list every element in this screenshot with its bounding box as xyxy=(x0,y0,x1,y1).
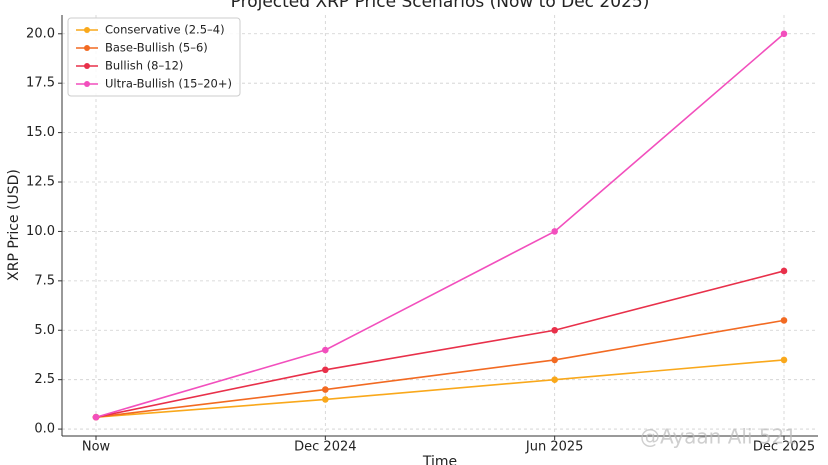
y-tick-label: 15.0 xyxy=(26,125,55,140)
y-tick-label: 2.5 xyxy=(34,372,55,387)
legend-marker xyxy=(84,45,90,51)
y-tick-label: 12.5 xyxy=(26,175,55,190)
x-tick-label: Dec 2024 xyxy=(294,440,356,455)
chart-title: Projected XRP Price Scenarios (Now to De… xyxy=(231,0,650,12)
data-point xyxy=(322,346,329,354)
data-point xyxy=(551,356,558,364)
watermark: @Ayaan Ali 521 xyxy=(640,425,797,449)
data-point xyxy=(780,267,788,275)
legend-label: Conservative (2.5–4) xyxy=(105,23,225,37)
y-tick-label: 20.0 xyxy=(26,26,55,41)
y-tick-label: 10.0 xyxy=(26,224,55,239)
x-tick-label: Now xyxy=(82,440,111,455)
legend-marker xyxy=(84,81,90,87)
x-tick-label: Jun 2025 xyxy=(525,440,584,455)
data-point xyxy=(780,30,788,38)
legend-label: Bullish (8–12) xyxy=(105,59,183,73)
legend-label: Base-Bullish (5–6) xyxy=(105,41,208,55)
data-point xyxy=(780,356,788,364)
series-line xyxy=(95,359,785,419)
y-tick-label: 7.5 xyxy=(34,273,55,288)
x-tick-label: Dec 2025 xyxy=(753,440,815,455)
data-point xyxy=(780,317,788,324)
y-tick-label: 17.5 xyxy=(26,76,55,91)
data-point xyxy=(92,413,100,421)
y-axis-label: XRP Price (USD) xyxy=(6,169,22,281)
y-tick-label: 0.0 xyxy=(34,422,55,437)
data-point xyxy=(551,326,558,334)
y-tick-label: 5.0 xyxy=(34,323,55,338)
data-point xyxy=(322,396,329,403)
data-point xyxy=(551,228,558,235)
series-line xyxy=(95,319,785,419)
series-line xyxy=(95,270,785,419)
legend-marker xyxy=(84,27,90,33)
data-point xyxy=(322,386,329,393)
series-line xyxy=(95,33,785,418)
data-point xyxy=(322,366,329,374)
legend-label: Ultra-Bullish (15–20+) xyxy=(105,77,232,91)
data-point xyxy=(551,376,558,383)
legend-box xyxy=(67,17,241,97)
x-axis-label: Time xyxy=(422,454,457,465)
legend-marker xyxy=(84,63,90,69)
